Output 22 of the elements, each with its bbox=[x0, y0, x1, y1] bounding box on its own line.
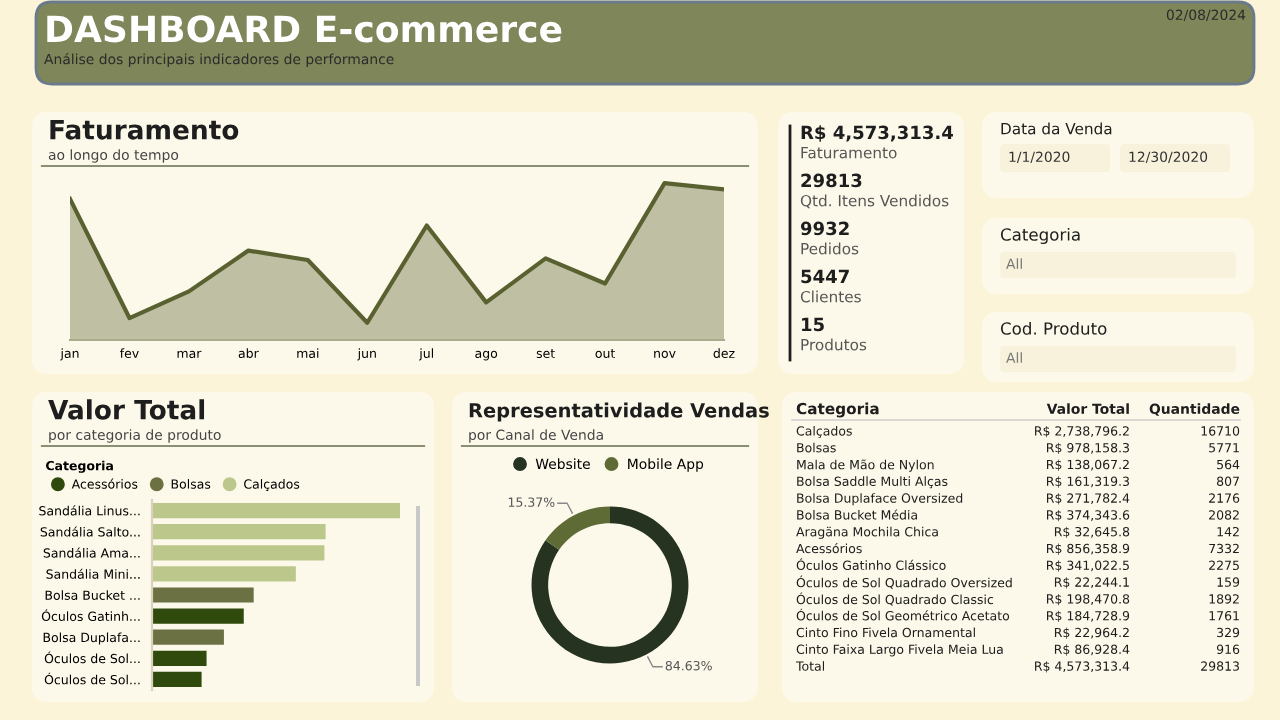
bar bbox=[152, 629, 224, 645]
text: 29813 bbox=[801, 173, 862, 188]
text: R$ 4,573,313.4 bbox=[801, 125, 953, 142]
bar bbox=[152, 587, 254, 603]
text: 5447 bbox=[801, 269, 849, 284]
chart-title: Valor Total bbox=[48, 399, 205, 420]
bar bbox=[152, 671, 202, 688]
text: Cod. Produto bbox=[1000, 321, 1107, 335]
text: DASHBOARD E-commerce bbox=[47, 15, 562, 43]
text: 15 bbox=[802, 317, 824, 332]
donut-slice bbox=[545, 506, 610, 550]
bar bbox=[152, 545, 325, 561]
text: 9932 bbox=[800, 221, 849, 236]
donut-slice bbox=[531, 506, 689, 664]
bar bbox=[152, 566, 296, 582]
bar bbox=[152, 608, 244, 624]
bar bbox=[152, 650, 207, 666]
chart-title: Representatividade Vendas bbox=[469, 402, 769, 422]
bar bbox=[152, 524, 326, 540]
chart-title: Faturamento bbox=[50, 120, 239, 140]
text: Categoria bbox=[1000, 227, 1080, 245]
bar bbox=[152, 502, 400, 519]
